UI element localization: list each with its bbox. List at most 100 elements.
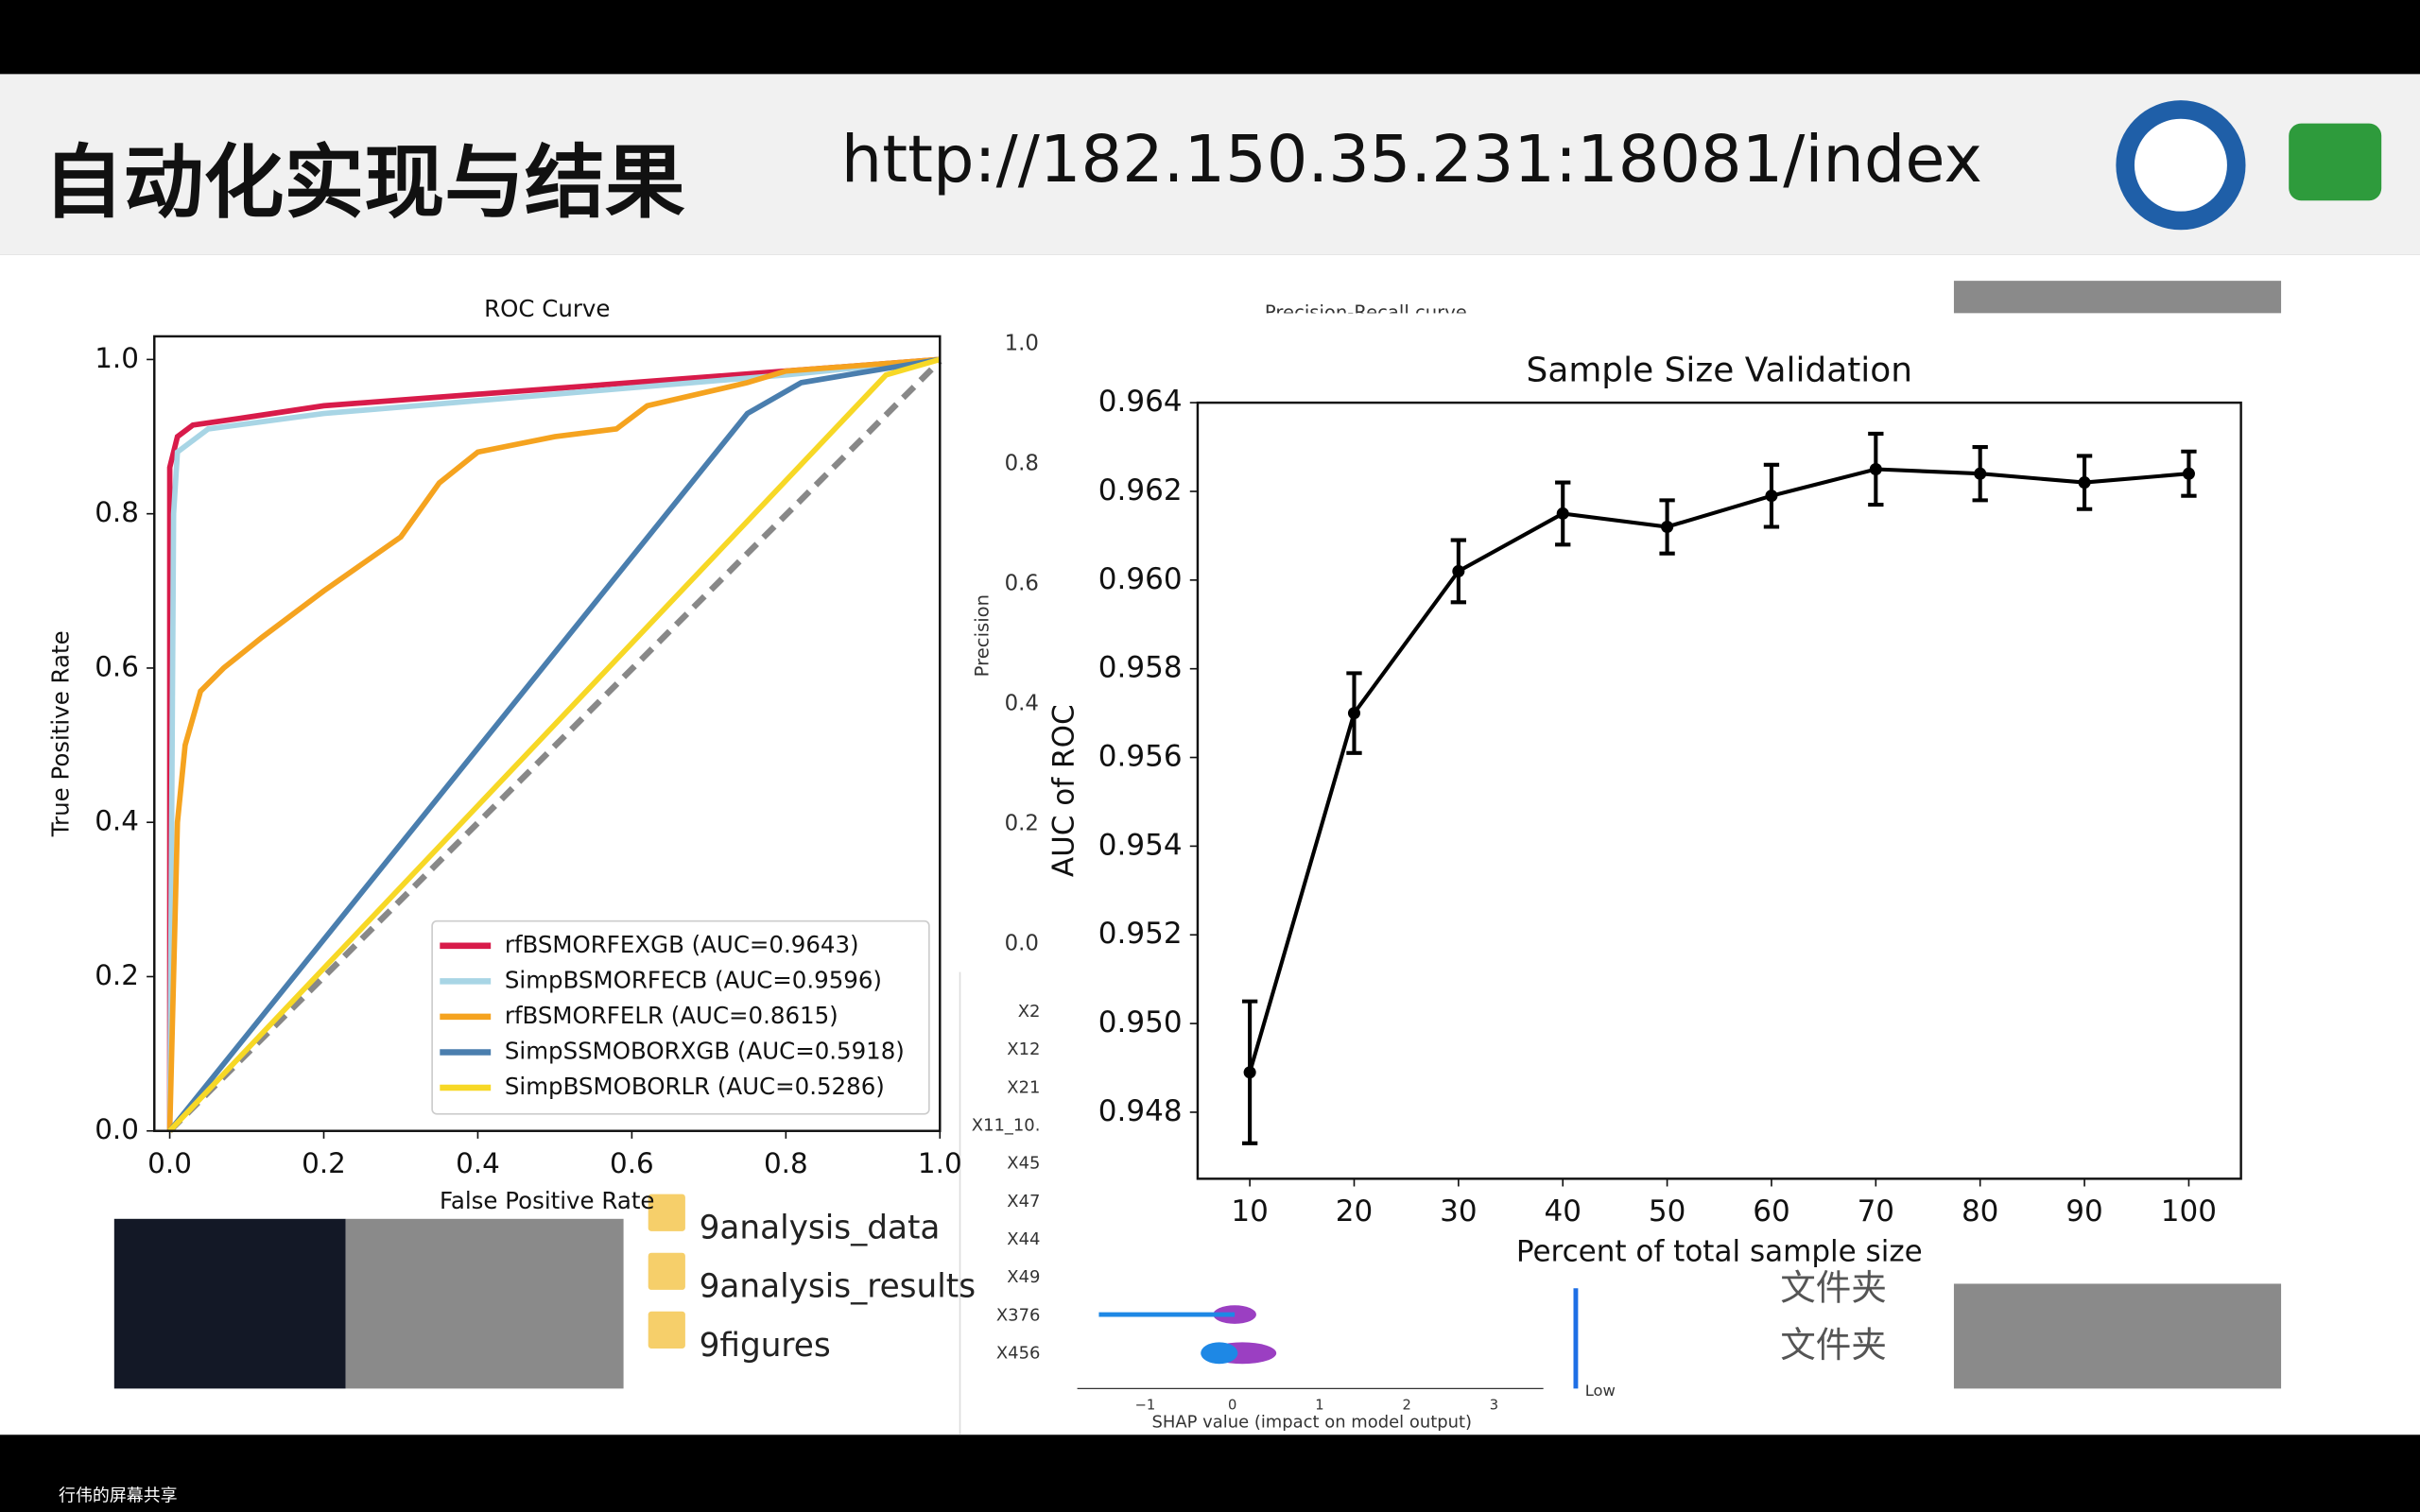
file-name: 9analysis_results [700, 1268, 976, 1306]
shap-feature: X49 [1007, 1267, 1040, 1287]
university-logo-inner [2134, 118, 2227, 212]
file-name: 9figures [700, 1327, 831, 1365]
share-label: 行伟的屏幕共享 [59, 1486, 178, 1506]
y-axis-label: AUC of ROC [1047, 704, 1081, 877]
y-tick-label: 0.950 [1098, 1005, 1183, 1040]
folder-icon [648, 1252, 685, 1290]
x-tick-label: 30 [1440, 1194, 1477, 1228]
shap-tick-label: −1 [1135, 1397, 1156, 1413]
slide-header [0, 74, 2420, 255]
gray-panel [1953, 281, 2282, 314]
legend-label: rfBSMORFEXGB (AUC=0.9643) [505, 931, 859, 958]
shap-feature: X21 [1007, 1077, 1040, 1097]
shap-x-label: SHAP value (impact on model output) [1151, 1412, 1472, 1432]
x-axis-label: False Positive Rate [440, 1187, 654, 1214]
folder-icon [648, 1194, 685, 1231]
shap-feature: X12 [1007, 1040, 1040, 1059]
point [1452, 564, 1465, 577]
file-name: 9analysis_data [700, 1210, 941, 1247]
y-tick-label: 1.0 [95, 342, 139, 374]
shap-tick-label: 2 [1402, 1397, 1410, 1413]
slide-url: http://182.150.35.231:18081/index [841, 122, 1982, 198]
legend-label: SimpBSMOBORLR (AUC=0.5286) [505, 1073, 885, 1100]
series-line [166, 356, 941, 1131]
series-line [167, 356, 941, 1133]
point [1661, 520, 1674, 534]
y-tick-label: 0.952 [1098, 917, 1183, 951]
shap-feature: X45 [1007, 1154, 1040, 1174]
y-tick-label: 0.2 [95, 959, 139, 991]
y-tick-label: 0.4 [95, 805, 139, 837]
shap-tick-label: 3 [1490, 1397, 1498, 1413]
pr-tick-label: 0.2 [1005, 812, 1039, 836]
y-tick-label: 0.0 [95, 1113, 139, 1145]
shap-feature: X11_10. [972, 1116, 1041, 1136]
legend-box [431, 919, 930, 1115]
point [2078, 476, 2091, 490]
point [1765, 490, 1778, 503]
x-tick-label: 20 [1336, 1194, 1373, 1228]
y-tick-label: 0.956 [1098, 740, 1183, 774]
shap-tick-label: 1 [1315, 1397, 1323, 1413]
plot-frame [1196, 401, 2242, 1180]
footer-bar [0, 1435, 2420, 1512]
y-tick-label: 0.6 [95, 650, 139, 682]
folder-type: 文件夹 [1780, 1266, 1887, 1308]
y-axis-label: True Positive Rate [46, 630, 74, 837]
x-tick-label: 0.6 [610, 1147, 654, 1179]
point [2182, 467, 2195, 480]
series-line [166, 356, 941, 1131]
chart: Sample Size Validation Percent of total s… [1047, 351, 2242, 1269]
pr-tick-label: 1.0 [1005, 332, 1039, 356]
x-tick-label: 50 [1649, 1194, 1685, 1228]
shap-feature: X47 [1007, 1192, 1040, 1211]
series-line [166, 356, 941, 1131]
legend-label: SimpSSMOBORXGB (AUC=0.5918) [505, 1037, 905, 1064]
x-tick-label: 80 [1962, 1194, 1998, 1228]
pr-tick-label: 0.4 [1005, 692, 1039, 716]
shap-low: Low [1585, 1382, 1616, 1400]
chart-title: Sample Size Validation [1527, 351, 1912, 389]
slide-title: 自动化实现与结果 [43, 137, 685, 231]
y-tick-label: 0.962 [1098, 473, 1183, 507]
gray-panel [1953, 1283, 2282, 1389]
pr-tick-label: 0.6 [1005, 572, 1039, 596]
folder-icon [648, 1311, 685, 1349]
legend-label: SimpBSMORFECB (AUC=0.9596) [505, 966, 882, 993]
pr-y-label: Precision [972, 594, 994, 677]
figure-panel [1045, 313, 2282, 1284]
background-windows: Precision-Recall curve Precision SHAP va… [648, 301, 1616, 1432]
folder-type: 文件夹 [1780, 1324, 1887, 1366]
gray-panel [345, 1218, 624, 1389]
point [1556, 507, 1569, 520]
point [1347, 707, 1361, 720]
legend-label: rfBSMORFELR (AUC=0.8615) [505, 1002, 838, 1029]
dark-panel [113, 1218, 346, 1389]
series-line [1248, 467, 2189, 1074]
y-tick-label: 0.954 [1098, 828, 1183, 862]
x-tick-label: 70 [1858, 1194, 1894, 1228]
point [1243, 1066, 1256, 1079]
shap-tick-label: 0 [1228, 1397, 1236, 1413]
shap-feature: X456 [996, 1343, 1041, 1363]
shap-feature: X44 [1007, 1229, 1040, 1249]
x-tick-label: 40 [1544, 1194, 1581, 1228]
hospital-logo [2289, 123, 2382, 201]
pr-tick-label: 0.8 [1005, 452, 1039, 476]
pr-tick-label: 0.0 [1005, 932, 1039, 956]
x-tick-label: 0.2 [302, 1147, 346, 1179]
y-tick-label: 0.964 [1098, 385, 1183, 419]
shap-feature: X376 [996, 1305, 1041, 1325]
x-tick-label: 100 [2161, 1194, 2217, 1228]
x-tick-label: 90 [2066, 1194, 2102, 1228]
point [1974, 467, 1987, 480]
plot-frame [153, 335, 942, 1132]
y-tick-label: 0.8 [95, 496, 139, 528]
shap-blob [1201, 1342, 1238, 1365]
point [1869, 462, 1882, 476]
x-tick-label: 60 [1753, 1194, 1789, 1228]
chart: ROC Curve False Positive Rate True Positiv… [46, 295, 961, 1214]
x-tick-label: 0.4 [456, 1147, 500, 1179]
